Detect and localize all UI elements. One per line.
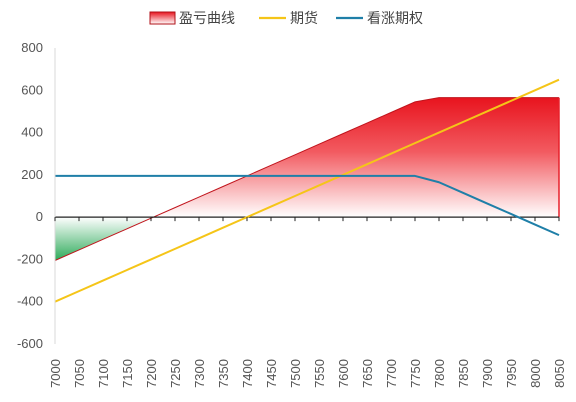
x-tick-label: 7750 <box>408 359 423 388</box>
legend-label-futures: 期货 <box>290 10 318 27</box>
y-tick-label: 200 <box>21 167 43 182</box>
legend-item-futures: 期货 <box>259 10 318 27</box>
y-tick-label: 600 <box>21 82 43 97</box>
legend-swatch-pnl <box>149 11 176 25</box>
x-axis: 7000 7050 7100 7150 7200 7250 7300 7350 7400 7450… <box>48 217 567 388</box>
x-tick-label: 7900 <box>480 359 495 388</box>
pnl-outline <box>54 97 559 261</box>
legend-item-call: 看涨期权 <box>336 11 423 27</box>
x-tick-label: 7950 <box>504 359 519 388</box>
pnl-gain-area <box>153 97 559 218</box>
x-tick-label: 7150 <box>120 359 135 388</box>
futures-line <box>54 78 560 303</box>
x-tick-label: 7650 <box>360 359 375 388</box>
y-tick-label: 400 <box>21 125 43 140</box>
x-tick-label: 7350 <box>216 359 231 388</box>
legend-item-pnl: 盈亏曲线 <box>149 11 235 27</box>
x-tick-label: 7600 <box>336 359 351 388</box>
x-tick-label: 7250 <box>168 359 183 388</box>
y-tick-label: 800 <box>21 40 43 55</box>
x-tick-label: 7550 <box>312 359 327 388</box>
y-tick-label: -600 <box>17 336 43 351</box>
x-tick-label: 7800 <box>432 359 447 388</box>
y-tick-label: -200 <box>17 251 43 266</box>
y-axis: -600 -400 -200 0 200 400 600 800 <box>17 40 56 351</box>
x-tick-label: 7050 <box>72 359 87 388</box>
x-tick-label: 7000 <box>48 359 63 388</box>
y-tick-label: 0 <box>36 209 43 224</box>
x-tick-label: 7700 <box>384 359 399 388</box>
y-tick-label: -400 <box>17 294 43 309</box>
legend-label-pnl: 盈亏曲线 <box>179 11 235 27</box>
x-tick-label: 8050 <box>552 359 567 388</box>
x-tick-label: 7850 <box>456 359 471 388</box>
plot-area <box>54 78 560 303</box>
x-tick-label: 7450 <box>264 359 279 388</box>
x-tick-label: 7300 <box>192 359 207 388</box>
x-tick-label: 7400 <box>240 359 255 388</box>
chart-legend: 盈亏曲线 期货 看涨期权 <box>149 10 423 27</box>
x-tick-label: 8000 <box>528 359 543 388</box>
call-option-line <box>55 174 560 237</box>
x-tick-label: 7500 <box>288 359 303 388</box>
legend-label-call: 看涨期权 <box>367 11 423 27</box>
x-tick-label: 7200 <box>144 359 159 388</box>
x-tick-label: 7100 <box>96 359 111 388</box>
